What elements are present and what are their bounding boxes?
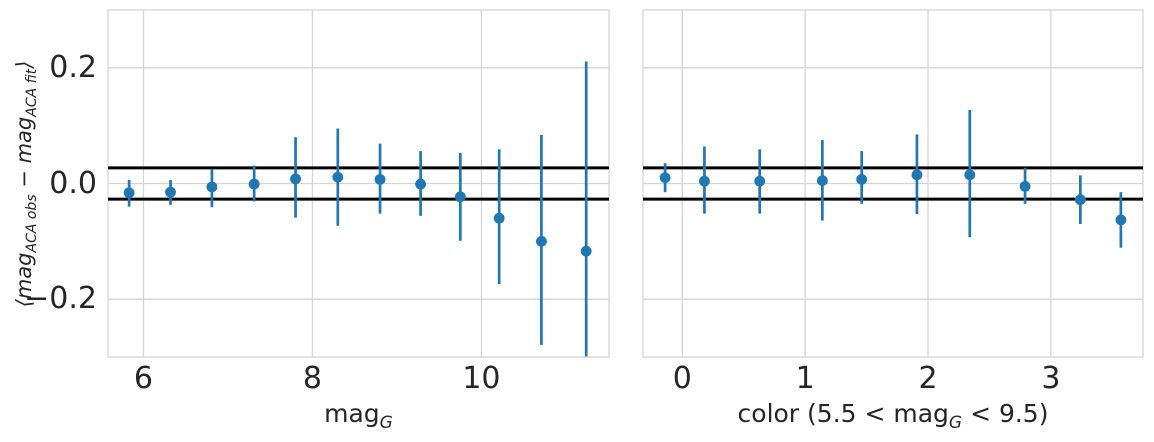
data-point (415, 178, 426, 190)
data-point (580, 245, 592, 257)
x-tick-label: 8 (302, 361, 322, 396)
data-point (536, 235, 547, 247)
data-point (659, 172, 671, 184)
y-tick-label: 0.0 (49, 165, 97, 201)
data-point (699, 175, 710, 187)
x-tick-label: 0 (672, 361, 692, 396)
data-point (1115, 214, 1127, 226)
data-point (374, 174, 386, 185)
data-point (248, 178, 260, 190)
data-point (911, 169, 923, 181)
x-tick-label: 1 (795, 361, 815, 396)
x-axis-label-color: color (5.5 < magG < 9.5) (737, 399, 1049, 433)
x-tick-label: 6 (133, 361, 154, 396)
axes-border (107, 9, 610, 358)
data-point (332, 171, 344, 183)
y-tick-label: −0.2 (24, 281, 97, 317)
x-tick-label: 2 (918, 361, 938, 396)
color-panel (642, 9, 1144, 358)
data-point (964, 169, 976, 181)
data-point (754, 175, 766, 187)
data-point (123, 187, 135, 199)
data-point (856, 174, 868, 185)
data-point (816, 175, 828, 187)
axes-border (642, 9, 1144, 358)
y-tick-label: 0.2 (49, 49, 97, 85)
x-tick-label: 3 (1041, 361, 1061, 396)
data-point (454, 191, 466, 203)
data-point (1074, 194, 1086, 206)
x-axis-label-mag: magG (324, 399, 393, 433)
data-point (1019, 180, 1031, 192)
x-tick-label: 10 (462, 361, 501, 396)
data-point (493, 212, 505, 224)
data-point (165, 186, 176, 198)
mag-panel (107, 9, 610, 358)
data-point (206, 181, 218, 193)
data-point (290, 173, 301, 185)
